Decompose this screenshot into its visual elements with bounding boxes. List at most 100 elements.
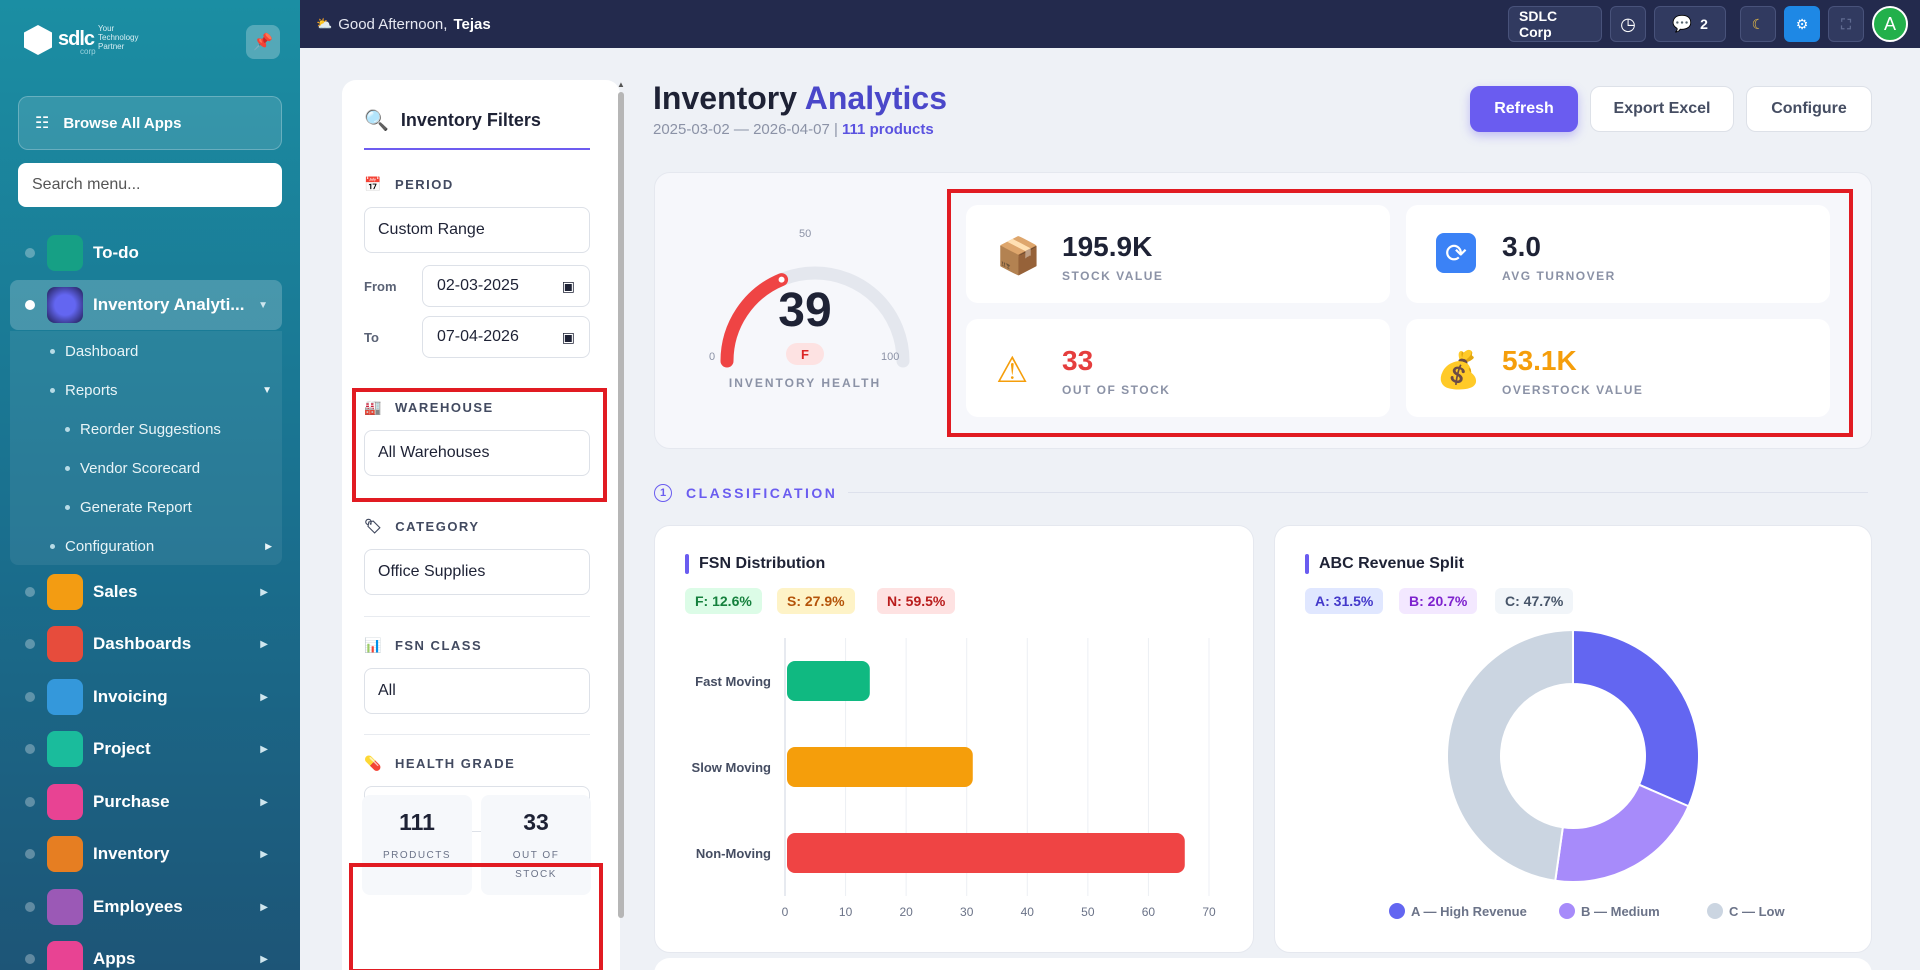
classification-section-title: 1 CLASSIFICATION bbox=[654, 484, 837, 502]
health-grade-badge: F bbox=[786, 343, 824, 365]
title-accent-bar bbox=[1305, 554, 1309, 574]
sidebar-item-label: Inventory Analyti... bbox=[93, 295, 245, 314]
status-dot bbox=[25, 692, 35, 702]
inventory-icon bbox=[47, 836, 83, 872]
x-tick-label: 60 bbox=[1142, 905, 1156, 919]
calendar-picker-icon[interactable]: ▣ bbox=[561, 328, 575, 345]
donut-slice-a[interactable] bbox=[1572, 628, 1700, 808]
sidebar-item-label: Purchase bbox=[93, 792, 170, 811]
stat-pill: A: 31.5% bbox=[1305, 588, 1384, 614]
pin-icon: 📌 bbox=[253, 34, 273, 51]
clock-icon: ◷ bbox=[1620, 13, 1636, 34]
donut-slice-c[interactable] bbox=[1446, 628, 1574, 882]
bullet-icon bbox=[65, 427, 70, 432]
money-bag-icon: 💰 bbox=[1436, 349, 1481, 390]
messages-button[interactable]: 💬 2 bbox=[1654, 6, 1726, 42]
pin-sidebar-button[interactable]: 📌 bbox=[246, 25, 280, 59]
calendar-picker-icon[interactable]: ▣ bbox=[561, 277, 575, 294]
sidebar-item-inventory[interactable]: Inventory ▶ bbox=[10, 830, 282, 878]
export-excel-button[interactable]: Export Excel bbox=[1590, 86, 1734, 132]
submenu-reports[interactable]: Reports ▼ bbox=[50, 382, 272, 399]
out-of-stock-label: OUT OF STOCK bbox=[512, 850, 560, 880]
submenu-reorder-suggestions[interactable]: Reorder Suggestions bbox=[65, 421, 221, 438]
from-label: From bbox=[364, 279, 397, 294]
x-tick-label: 70 bbox=[1202, 905, 1216, 919]
legend-label[interactable]: B — Medium bbox=[1581, 904, 1660, 919]
abc-title-text: ABC Revenue Split bbox=[1319, 555, 1464, 572]
tag-icon: 🏷 bbox=[364, 518, 384, 534]
submenu-vendor-scorecard[interactable]: Vendor Scorecard bbox=[65, 460, 200, 477]
refresh-button[interactable]: Refresh bbox=[1470, 86, 1578, 132]
sidebar-item-apps[interactable]: Apps ▶ bbox=[10, 935, 282, 970]
category-select[interactable]: Office Supplies bbox=[364, 549, 590, 595]
employees-icon bbox=[47, 889, 83, 925]
sidebar-item-inventory-analytics[interactable]: Inventory Analyti... ▼ bbox=[10, 280, 282, 330]
activity-clock-button[interactable]: ◷ bbox=[1610, 6, 1646, 42]
warehouse-label: 🏭 WAREHOUSE bbox=[364, 399, 494, 415]
invoicing-icon bbox=[47, 679, 83, 715]
sidebar-item-label: Project bbox=[93, 739, 151, 758]
bar-fast-moving[interactable] bbox=[787, 661, 870, 701]
browse-all-apps-button[interactable]: ☷ Browse All Apps bbox=[18, 96, 282, 150]
sidebar-item-sales[interactable]: Sales ▶ bbox=[10, 568, 282, 616]
sidebar-item-purchase[interactable]: Purchase ▶ bbox=[10, 778, 282, 826]
health-score: 39 bbox=[778, 284, 832, 337]
title-main: Inventory bbox=[653, 80, 798, 116]
logo-corp: corp bbox=[80, 47, 96, 56]
search-menu-input[interactable] bbox=[18, 163, 282, 207]
sidebar-item-label: Employees bbox=[93, 897, 183, 916]
section-divider bbox=[848, 492, 1868, 493]
legend-label[interactable]: A — High Revenue bbox=[1411, 904, 1527, 919]
top-bar: ⛅ Good Afternoon, Tejas SDLC Corp ◷ 💬 2 ☾… bbox=[300, 0, 1920, 48]
out-of-stock-value: 33 bbox=[1062, 345, 1094, 376]
browse-all-apps-label: Browse All Apps bbox=[63, 114, 182, 132]
warning-icon: ⚠ bbox=[996, 349, 1029, 390]
warehouse-select[interactable]: All Warehouses bbox=[364, 430, 590, 476]
submenu-dashboard[interactable]: Dashboard bbox=[50, 343, 138, 360]
inventory-analytics-icon bbox=[47, 287, 83, 323]
sidebar-item-invoicing[interactable]: Invoicing ▶ bbox=[10, 673, 282, 721]
status-dot bbox=[25, 849, 35, 859]
out-of-stock-count: 33 bbox=[523, 809, 549, 835]
fullscreen-button[interactable]: ⛶ bbox=[1828, 6, 1864, 42]
company-switcher-button[interactable]: SDLC Corp bbox=[1508, 6, 1602, 42]
legend-label[interactable]: C — Low bbox=[1729, 904, 1785, 919]
scrollbar-thumb[interactable] bbox=[618, 92, 624, 918]
period-select[interactable]: Custom Range bbox=[364, 207, 590, 253]
next-section-card bbox=[654, 958, 1872, 970]
to-date-input[interactable]: 07-04-2026 ▣ bbox=[422, 316, 590, 358]
submenu-configuration[interactable]: Configuration ▶ bbox=[50, 538, 272, 555]
user-avatar[interactable]: A bbox=[1872, 6, 1908, 42]
sidebar-item-project[interactable]: Project ▶ bbox=[10, 725, 282, 773]
chevron-right-icon: ▶ bbox=[265, 541, 272, 551]
overstock-value-label: OVERSTOCK VALUE bbox=[1502, 383, 1644, 397]
fsn-class-select[interactable]: All bbox=[364, 668, 590, 714]
filters-scrollbar[interactable]: ▲ bbox=[617, 80, 625, 920]
kpi-overstock-value: 💰 53.1K OVERSTOCK VALUE bbox=[1406, 319, 1830, 417]
configure-button[interactable]: Configure bbox=[1746, 86, 1872, 132]
stat-pill: F: 12.6% bbox=[685, 588, 762, 614]
status-dot bbox=[25, 954, 35, 964]
dark-mode-toggle[interactable]: ☾ bbox=[1740, 6, 1776, 42]
filters-title: 🔍 Inventory Filters bbox=[364, 108, 541, 133]
scroll-up-icon[interactable]: ▲ bbox=[617, 80, 625, 89]
chevron-right-icon: ▶ bbox=[260, 901, 268, 913]
sidebar-item-dashboards[interactable]: Dashboards ▶ bbox=[10, 620, 282, 668]
sidebar-item-todo[interactable]: To-do bbox=[10, 229, 282, 277]
stats-highlight-box bbox=[349, 863, 603, 970]
bar-slow-moving[interactable] bbox=[787, 747, 973, 787]
period-label: 📅 PERIOD bbox=[364, 176, 454, 192]
submenu-dashboard-label: Dashboard bbox=[65, 343, 139, 360]
fsn-title-text: FSN Distribution bbox=[699, 555, 826, 572]
from-date-input[interactable]: 02-03-2025 ▣ bbox=[422, 265, 590, 307]
stock-value: 195.9K bbox=[1062, 231, 1153, 262]
sdlc-logo[interactable]: sdlc Your Technology Partner corp bbox=[24, 24, 156, 56]
sidebar-item-employees[interactable]: Employees ▶ bbox=[10, 883, 282, 931]
logo-brand: sdlc bbox=[58, 28, 95, 50]
bar-non-moving[interactable] bbox=[787, 833, 1185, 873]
donut-slice-b[interactable] bbox=[1554, 783, 1690, 883]
date-range: 2025-03-02 — 2026-04-07 | bbox=[653, 121, 838, 138]
settings-button[interactable]: ⚙ bbox=[1784, 6, 1820, 42]
submenu-generate-report[interactable]: Generate Report bbox=[65, 499, 192, 516]
user-name: Tejas bbox=[453, 15, 491, 33]
